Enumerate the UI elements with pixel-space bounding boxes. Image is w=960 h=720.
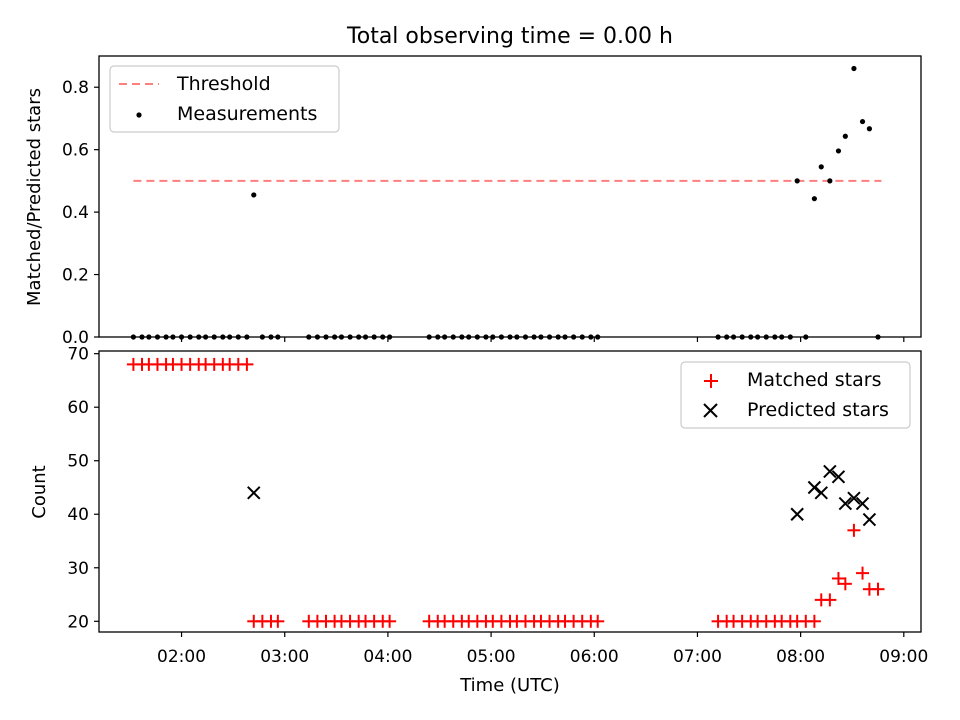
predicted-star-stroke-b <box>247 486 261 500</box>
matched-star-point <box>847 523 861 537</box>
predicted-star-point <box>838 496 853 511</box>
bottom-x-tick-label: 05:00 <box>467 647 516 667</box>
matched-star-point <box>807 614 821 628</box>
predicted-star-point <box>790 507 804 521</box>
top-y-tick-label: 0.8 <box>62 78 89 98</box>
predicted-star-stroke-b <box>838 496 853 511</box>
bottom-x-tick-label: 02:00 <box>157 647 206 667</box>
bottom-y-tick-label: 70 <box>67 345 89 365</box>
bottom-y-tick-label: 40 <box>67 505 89 525</box>
bottom-axes-frame <box>98 350 922 633</box>
bottom-x-tick-label: 04:00 <box>363 647 412 667</box>
legend-threshold-label: Threshold <box>176 73 271 95</box>
predicted-star-stroke-b <box>855 496 870 511</box>
legend-matched-label: Matched stars <box>747 369 881 391</box>
matched-star-point <box>831 571 845 585</box>
bottom-legend: Matched stars Predicted stars <box>680 361 911 429</box>
bottom-y-ticks: 20 30 40 50 60 70 <box>67 345 99 632</box>
measurement-point <box>251 192 257 198</box>
measurement-point <box>827 178 833 184</box>
predicted-star-point <box>855 496 870 511</box>
predicted-star-point <box>247 486 261 500</box>
bottom-plot-marks <box>126 357 885 628</box>
measurement-point <box>842 133 848 139</box>
bottom-y-tick-label: 30 <box>67 559 89 579</box>
matched-star-point <box>271 614 285 628</box>
top-y-tick-label: 0.6 <box>62 141 89 161</box>
bottom-x-tick-label: 08:00 <box>776 647 825 667</box>
matched-star-point <box>838 577 852 591</box>
top-y-tick-label: 0.4 <box>62 203 89 223</box>
predicted-star-stroke-b <box>823 464 837 479</box>
bottom-x-tick-label: 09:00 <box>879 647 928 667</box>
top-axes-frame <box>98 55 922 338</box>
predicted-star-point <box>847 491 861 505</box>
matched-star-point <box>823 593 837 607</box>
matched-star-point <box>240 357 254 371</box>
predicted-star-point <box>862 512 877 527</box>
top-panel: Total observing time = 0.00 h Matched/Pr… <box>24 24 922 348</box>
matched-star-point <box>871 582 885 596</box>
bottom-y-tick-label: 20 <box>67 612 89 632</box>
measurement-point <box>835 148 842 154</box>
measurement-point <box>866 126 873 132</box>
legend-predicted-swatch <box>703 403 718 418</box>
bottom-y-axis-label: Count <box>29 465 50 518</box>
bottom-panel: Count Time (UTC) 20 30 40 50 60 70 02:00 03:00… <box>29 345 928 696</box>
bottom-legend-box <box>680 361 911 429</box>
matched-star-point <box>856 566 870 580</box>
bottom-x-tick-label: 07:00 <box>673 647 722 667</box>
matched-star-point <box>591 614 605 628</box>
measurement-point <box>851 65 857 72</box>
predicted-star-point <box>814 486 828 500</box>
measurement-point <box>859 118 866 125</box>
bottom-x-axis-label: Time (UTC) <box>459 675 560 696</box>
predicted-star-stroke-b <box>831 470 846 484</box>
predicted-star-point <box>831 470 846 484</box>
predicted-star-point <box>807 480 822 495</box>
top-y-tick-label: 0.2 <box>62 266 89 286</box>
predicted-star-stroke-b <box>862 512 877 527</box>
legend-matched-swatch <box>704 374 718 388</box>
top-legend-box <box>109 65 340 133</box>
bottom-x-tick-label: 06:00 <box>570 647 619 667</box>
bottom-y-tick-label: 60 <box>67 398 89 418</box>
legend-measurements-label: Measurements <box>177 103 317 125</box>
measurement-point <box>811 196 817 202</box>
predicted-star-stroke-b <box>790 507 804 521</box>
top-y-axis-label: Matched/Predicted stars <box>24 88 45 306</box>
bottom-x-tick-label: 03:00 <box>260 647 309 667</box>
predicted-star-stroke-b <box>807 480 822 495</box>
predicted-star-point <box>823 464 837 479</box>
bottom-y-tick-label: 50 <box>67 452 89 472</box>
matched-star-point <box>383 614 397 628</box>
legend-measurements-swatch <box>136 112 142 118</box>
predicted-star-stroke-b <box>814 486 828 500</box>
predicted-star-stroke-b <box>847 491 861 505</box>
bottom-x-ticks: 02:00 03:00 04:00 05:00 06:00 07:00 08:00 09:00 <box>157 632 928 667</box>
measurement-point <box>818 164 824 170</box>
top-y-ticks: 0.0 0.2 0.4 0.6 0.8 <box>62 78 99 348</box>
chart-title: Total observing time = 0.00 h <box>346 24 673 49</box>
legend-predicted-label: Predicted stars <box>747 399 889 421</box>
top-legend: Threshold Measurements <box>109 65 340 133</box>
measurement-point <box>794 178 800 184</box>
top-y-tick-label: 0.0 <box>62 328 89 348</box>
